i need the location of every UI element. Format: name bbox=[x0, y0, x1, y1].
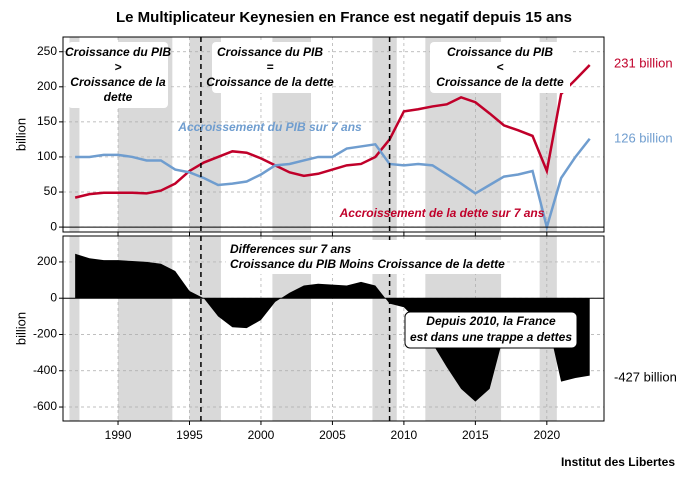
x-tick-label: 1990 bbox=[105, 428, 132, 442]
line bbox=[74, 64, 591, 199]
annotation: Croissance du PIB bbox=[447, 45, 553, 59]
y-tick-label: 200 bbox=[37, 79, 57, 93]
annotation: < bbox=[496, 60, 503, 74]
plot-frame bbox=[62, 235, 605, 422]
y-tick-label: -400 bbox=[33, 363, 57, 377]
annotation: = bbox=[266, 60, 273, 74]
annotation: Differences sur 7 ans bbox=[230, 242, 351, 256]
x-tick-label: 1995 bbox=[176, 428, 203, 442]
y-tick-label: -600 bbox=[33, 399, 57, 413]
annotation-box bbox=[68, 42, 168, 108]
x-tick-label: 2010 bbox=[391, 428, 418, 442]
annotation: Depuis 2010, la France bbox=[426, 314, 556, 328]
annotation: Croissance du PIB bbox=[217, 45, 323, 59]
value-label: 231 billion bbox=[614, 55, 673, 70]
x-tick-label: 2000 bbox=[248, 428, 275, 442]
y-tick-label: 200 bbox=[37, 254, 57, 268]
series-label: Accroissement du PIB sur 7 ans bbox=[177, 120, 362, 134]
annotation: dette bbox=[104, 90, 133, 104]
annotation: Croissance du PIB bbox=[65, 45, 171, 59]
y-tick-label: 100 bbox=[37, 149, 57, 163]
shaded-period bbox=[69, 37, 80, 232]
annotation-box bbox=[430, 42, 570, 93]
plot-frame bbox=[62, 36, 605, 233]
y-tick-label: 0 bbox=[50, 219, 57, 233]
x-tick-label: 2015 bbox=[462, 428, 489, 442]
annotation: est dans une trappe a dettes bbox=[410, 330, 572, 344]
series-label: Accroissement de la dette sur 7 ans bbox=[339, 206, 545, 220]
x-tick-label: 2020 bbox=[533, 428, 560, 442]
value-label: -427 billion bbox=[614, 369, 677, 384]
annotation: Croissance de la dette bbox=[206, 75, 334, 89]
x-tick-label: 2005 bbox=[319, 428, 346, 442]
y-axis-label: billion bbox=[13, 312, 28, 345]
y-tick-label: -200 bbox=[33, 327, 57, 341]
area bbox=[75, 253, 590, 402]
y-tick-label: 150 bbox=[37, 114, 57, 128]
y-tick-label: 50 bbox=[44, 184, 58, 198]
annotation: Croissance de la bbox=[70, 75, 166, 89]
annotation-box bbox=[404, 311, 578, 349]
source: Institut des Libertes bbox=[561, 455, 675, 469]
annotation: Croissance de la dette bbox=[436, 75, 564, 89]
annotation: > bbox=[114, 60, 121, 74]
y-tick-label: 250 bbox=[37, 44, 57, 58]
y-tick-label: 0 bbox=[50, 290, 57, 304]
y-axis-label: billion bbox=[13, 118, 28, 151]
shaded-period bbox=[189, 236, 221, 421]
chart-title: Le Multiplicateur Keynesien en France es… bbox=[116, 9, 572, 26]
value-label: 126 billion bbox=[614, 130, 673, 145]
line bbox=[75, 137, 591, 232]
annotation: Croissance du PIB Moins Croissance de la… bbox=[230, 257, 505, 271]
shaded-period bbox=[69, 236, 80, 421]
annotation-box bbox=[212, 42, 328, 93]
annotation-box bbox=[226, 240, 506, 274]
